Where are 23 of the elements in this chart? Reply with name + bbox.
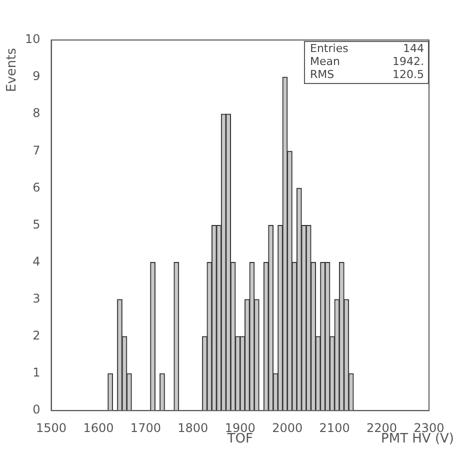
y-axis-title: Events (4, 48, 20, 92)
y-tick-label: 4 (32, 254, 40, 268)
y-tick-label: 1 (32, 366, 40, 380)
y-tick-label: 9 (32, 69, 40, 84)
y-tick-label: 5 (32, 217, 40, 232)
x-tick-label: 1700 (130, 420, 161, 435)
x-tick-label: 1800 (178, 420, 208, 435)
text: RMS 120.5 (310, 68, 424, 81)
x-tick-label: 1500 (36, 420, 67, 435)
x-tick-label: 2100 (319, 420, 350, 435)
x-tick-label: 1600 (83, 420, 114, 435)
y-tick-label: 7 (32, 143, 40, 158)
y-tick-label: 3 (32, 292, 40, 306)
y-tick-label: 10 (24, 32, 40, 46)
y-tick-label: 2 (32, 328, 40, 343)
text: Entries 144 (310, 42, 424, 55)
x-tick-label: 2000 (272, 420, 303, 435)
x-axis-title: PMT HV (V) (381, 431, 454, 446)
y-tick-label: 6 (32, 180, 40, 194)
y-tick-label: 8 (32, 106, 40, 120)
text: TOF (226, 431, 253, 446)
text: Mean 1942. (310, 54, 424, 68)
y-tick-label: 0 (32, 402, 40, 417)
